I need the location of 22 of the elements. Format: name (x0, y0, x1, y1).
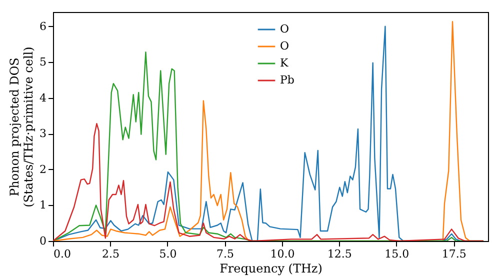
y-tick-label: 2 (40, 162, 46, 176)
x-axis-title: Frequency (THz) (220, 262, 322, 276)
y-axis-title: Phonon projected DOS (States/THz·primitive cell) (8, 46, 36, 208)
x-tick-label: 12.5 (327, 248, 352, 260)
y-tick-label: 0 (40, 234, 46, 248)
y-tick-label: 6 (40, 20, 46, 33)
x-tick-label: 10.0 (270, 248, 295, 260)
legend-label: K (280, 56, 289, 70)
x-tick-label: 17.5 (442, 248, 466, 260)
legend-label: Pb (280, 74, 294, 86)
x-tick-label: 2.5 (102, 248, 120, 260)
y-tick-label: 4 (40, 91, 46, 104)
x-tick-label: 5.0 (159, 248, 177, 260)
y-tick-label: 5 (40, 56, 46, 69)
y-tick-label: 3 (40, 127, 46, 140)
x-tick-label: 0.0 (54, 248, 71, 260)
legend-label: O (280, 22, 290, 36)
x-tick-label: 7.5 (216, 248, 234, 260)
y-tick-label: 1 (40, 198, 46, 212)
line-series (53, 123, 484, 241)
x-tick-label: 15.0 (384, 248, 410, 260)
legend-label: O (280, 40, 290, 52)
